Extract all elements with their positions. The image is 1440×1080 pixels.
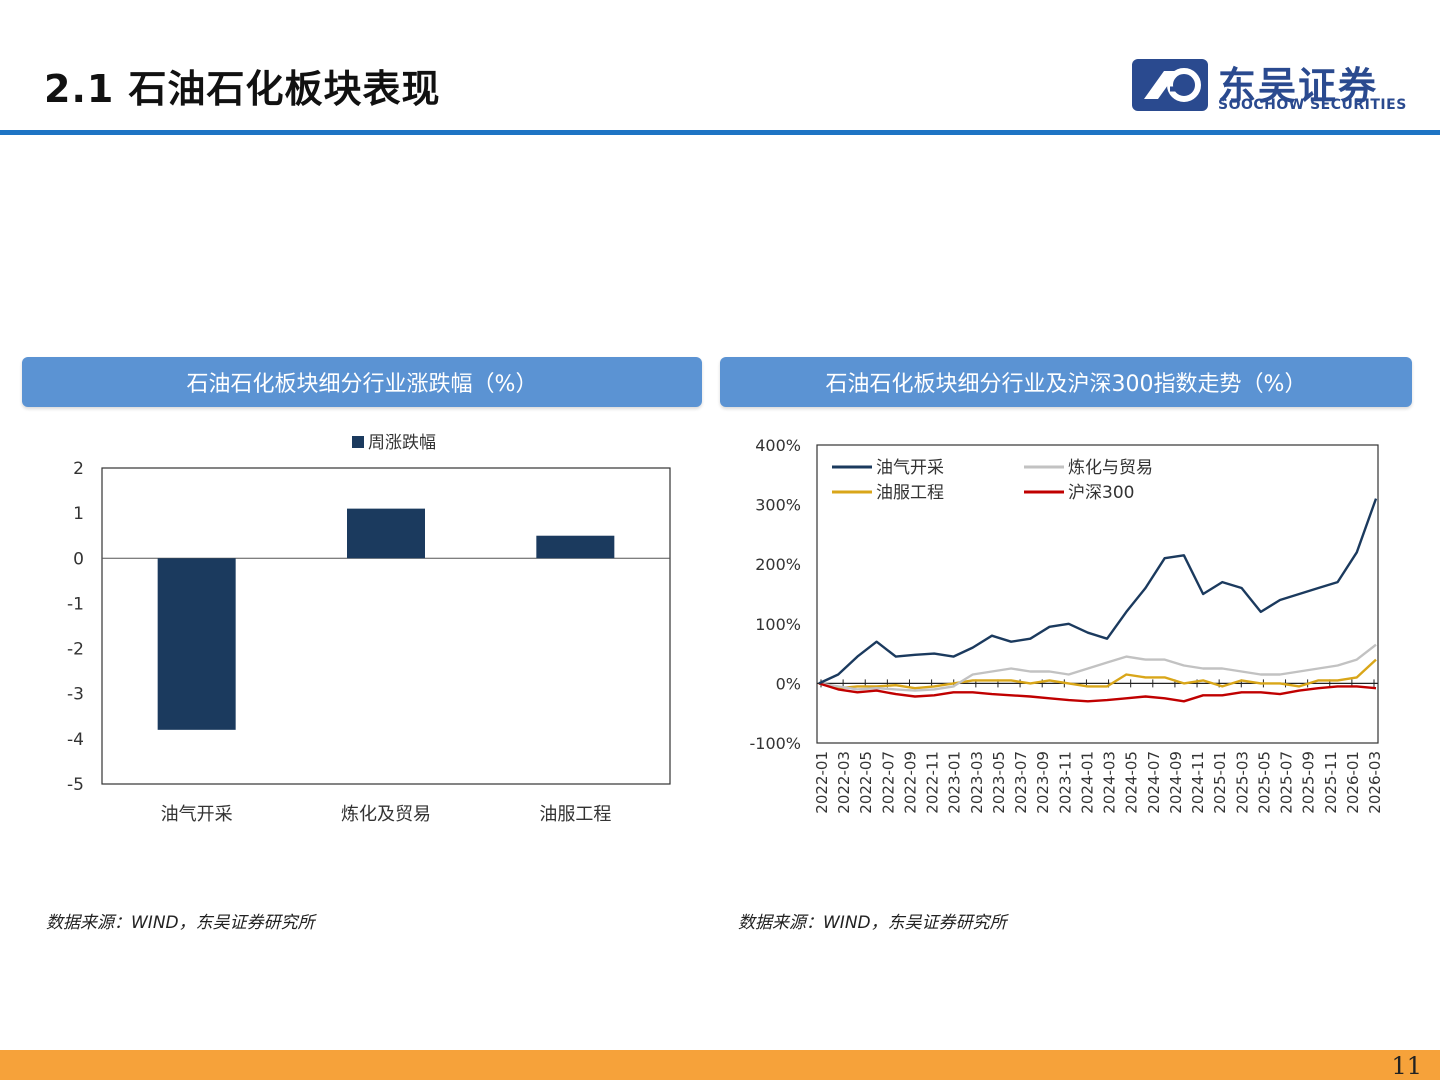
y-tick-label: 400% (755, 436, 801, 455)
bar (536, 535, 615, 559)
right-source-note: 数据来源：WIND，东吴证券研究所 (738, 913, 1007, 933)
left-source-note: 数据来源：WIND，东吴证券研究所 (46, 913, 315, 933)
legend-swatch (352, 436, 364, 448)
y-tick-label: 0 (73, 549, 84, 569)
x-tick-label: 2024-05 (1123, 751, 1141, 814)
x-tick-label: 2025-01 (1211, 751, 1229, 814)
legend-label: 油气开采 (876, 458, 944, 478)
bar (347, 508, 425, 559)
series-line (818, 643, 1377, 692)
x-tick-label: 2024-01 (1078, 751, 1096, 814)
logo-text-en: SOOCHOW SECURITIES (1218, 97, 1407, 113)
logo-text-cn: 东吴证券 (1218, 64, 1379, 108)
footer-bar (0, 1050, 1440, 1080)
plot-frame (816, 444, 1379, 744)
left-panel-title: 石油石化板块细分行业涨跌幅（%） (22, 357, 702, 407)
page-title: 2.1 石油石化板块表现 (44, 67, 441, 111)
x-tick-label: 2025-07 (1278, 751, 1296, 814)
x-tick-label: 炼化及贸易 (341, 804, 431, 825)
x-tick-label: 2025-11 (1322, 751, 1340, 814)
plot-frame (101, 467, 671, 785)
x-tick-label: 2025-09 (1300, 751, 1318, 814)
x-tick-label: 2022-03 (835, 751, 853, 814)
y-tick-label: 100% (755, 615, 801, 634)
legend-label: 周涨跌幅 (368, 433, 436, 453)
x-tick-label: 2024-07 (1145, 751, 1163, 814)
series-line (818, 658, 1377, 690)
x-tick-label: 2023-09 (1034, 751, 1052, 814)
x-tick-label: 2023-05 (990, 751, 1008, 814)
x-tick-label: 2024-09 (1167, 751, 1185, 814)
y-tick-label: 200% (755, 555, 801, 574)
bar (157, 558, 236, 730)
x-tick-label: 2026-01 (1344, 751, 1362, 814)
y-tick-label: -1 (67, 594, 84, 614)
y-tick-label: 1 (73, 504, 84, 524)
x-tick-label: 2022-01 (813, 751, 831, 814)
header-divider (0, 130, 1440, 135)
x-tick-label: 2023-11 (1056, 751, 1074, 814)
series-line (818, 498, 1378, 685)
company-logo: 东吴证券 SOOCHOW SECURITIES (1130, 55, 1410, 117)
logo-mark-icon (1132, 59, 1208, 111)
y-tick-label: 2 (73, 459, 84, 479)
y-tick-label: -3 (67, 685, 84, 705)
x-tick-label: 2022-11 (924, 751, 942, 814)
x-tick-label: 2024-03 (1101, 751, 1119, 814)
series-line (818, 682, 1377, 703)
y-tick-label: -4 (67, 730, 84, 750)
y-tick-label: -2 (67, 640, 84, 660)
x-tick-label: 2023-07 (1012, 751, 1030, 814)
x-tick-label: 2022-09 (901, 751, 919, 814)
legend-label: 沪深300 (1068, 483, 1134, 503)
x-tick-label: 2025-05 (1255, 751, 1273, 814)
right-panel-title: 石油石化板块细分行业及沪深300指数走势（%） (720, 357, 1412, 407)
x-tick-label: 2024-11 (1189, 751, 1207, 814)
line-chart: 400%300%200%100%0%-100%2022-01 2022-03 202… (749, 436, 1384, 814)
x-tick-label: 油气开采 (161, 804, 233, 825)
x-tick-label: 2023-01 (946, 751, 964, 814)
x-tick-label: 油服工程 (539, 804, 611, 825)
x-tick-label: 2026-03 (1366, 751, 1384, 814)
y-tick-label: 0% (776, 674, 801, 693)
legend-label: 炼化与贸易 (1068, 458, 1153, 478)
x-tick-label: 2025-03 (1233, 751, 1251, 814)
y-tick-label: 300% (755, 496, 801, 515)
x-tick-label: 2022-07 (879, 751, 897, 814)
x-tick-label: 2023-03 (968, 751, 986, 814)
y-tick-label: -5 (67, 775, 84, 795)
y-tick-label: -100% (749, 734, 801, 753)
x-tick-label: 2022-05 (857, 751, 875, 814)
legend-label: 油服工程 (876, 483, 944, 503)
page-number: 11 (1391, 1052, 1422, 1080)
